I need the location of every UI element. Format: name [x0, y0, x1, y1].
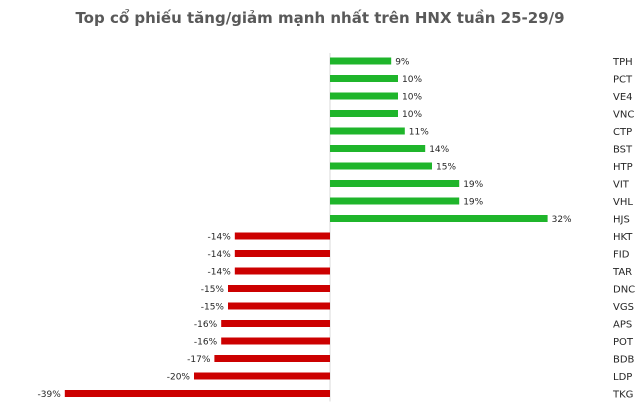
- bar-dnc: [228, 285, 330, 292]
- bar-vnc: [330, 110, 398, 117]
- bar-vit: [330, 180, 460, 187]
- tick-label-bst: BST: [613, 145, 633, 156]
- bar-vgs: [228, 302, 330, 310]
- bar-tar: [234, 267, 330, 275]
- bar-hkt: [234, 232, 330, 240]
- data-label-hkt: -14%: [208, 233, 232, 243]
- bar-bst: [330, 145, 426, 152]
- data-label-ldp: -20%: [167, 373, 191, 383]
- bar-tkg: [64, 390, 331, 397]
- tick-label-htp: HTP: [613, 162, 633, 173]
- data-label-ve4: 10%: [402, 93, 422, 103]
- data-label-tar: -14%: [208, 268, 232, 278]
- tick-label-tkg: TKG: [612, 390, 633, 401]
- data-label-vnc: 10%: [402, 110, 422, 120]
- tick-label-tar: TAR: [612, 267, 632, 278]
- bar-htp: [330, 162, 432, 170]
- data-label-pct: 10%: [402, 75, 422, 85]
- bar-aps: [221, 320, 330, 327]
- data-label-ctp: 11%: [409, 128, 429, 138]
- tick-label-bdb: BDB: [613, 355, 635, 366]
- data-label-bdb: -17%: [187, 355, 211, 365]
- data-label-dnc: -15%: [201, 285, 225, 295]
- tick-label-dnc: DNC: [613, 285, 635, 296]
- tick-label-fid: FID: [613, 250, 630, 261]
- bar-ctp: [330, 127, 405, 135]
- bar-pot: [221, 337, 330, 345]
- bar-pct: [330, 75, 398, 82]
- bar-bdb: [214, 355, 330, 362]
- tick-label-ldp: LDP: [613, 372, 632, 383]
- bar-ldp: [194, 372, 330, 380]
- bar-vhl: [330, 197, 460, 205]
- chart-title: Top cổ phiếu tăng/giảm mạnh nhất trên HN…: [75, 9, 565, 27]
- data-label-vit: 19%: [463, 180, 483, 190]
- tick-label-pct: PCT: [613, 75, 633, 86]
- tick-label-vgs: VGS: [613, 302, 634, 313]
- data-label-fid: -14%: [208, 250, 232, 260]
- bar-hjs: [330, 215, 548, 222]
- tick-label-tph: TPH: [612, 57, 633, 68]
- tick-label-ctp: CTP: [613, 127, 632, 138]
- data-label-hjs: 32%: [552, 215, 572, 225]
- data-label-bst: 14%: [429, 145, 449, 155]
- tick-label-hjs: HJS: [613, 215, 630, 226]
- tick-label-aps: APS: [613, 320, 632, 331]
- data-label-vhl: 19%: [463, 198, 483, 208]
- bar-ve4: [330, 92, 398, 100]
- data-label-aps: -16%: [194, 320, 218, 330]
- data-label-tph: 9%: [395, 58, 410, 68]
- bar-fid: [234, 250, 330, 257]
- data-label-pot: -16%: [194, 338, 218, 348]
- tick-label-vnc: VNC: [613, 110, 634, 121]
- data-label-htp: 15%: [436, 163, 456, 173]
- bar-tph: [330, 57, 392, 65]
- data-label-vgs: -15%: [201, 303, 225, 313]
- tick-label-vit: VIT: [613, 180, 630, 191]
- tick-label-vhl: VHL: [613, 197, 633, 208]
- tick-label-pot: POT: [613, 337, 634, 348]
- tick-label-ve4: VE4: [613, 92, 633, 103]
- tick-label-hkt: HKT: [613, 232, 633, 243]
- data-label-tkg: -39%: [38, 390, 62, 400]
